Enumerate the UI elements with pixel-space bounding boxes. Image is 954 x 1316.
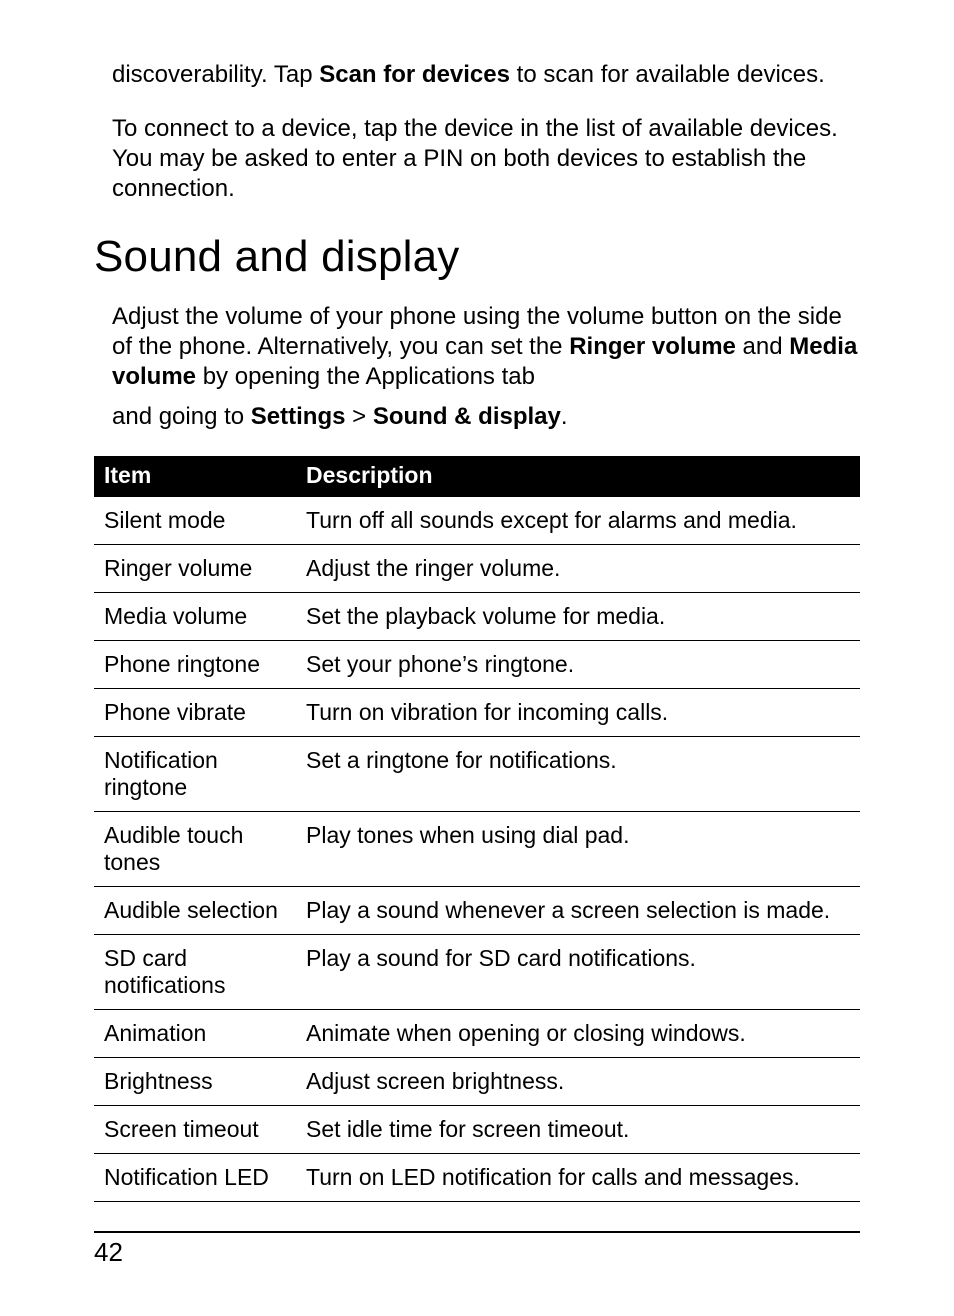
page-footer: 42 [94,1231,860,1268]
bold-ringer-volume: Ringer volume [569,333,736,360]
table-cell-description: Set idle time for screen timeout. [296,1106,860,1154]
table-cell-description: Play a sound whenever a screen selection… [296,887,860,935]
table-row: Ringer volumeAdjust the ringer volume. [94,545,860,593]
table-header-item: Item [94,456,296,497]
intro-paragraph-1: discoverability. Tap Scan for devices to… [112,60,860,90]
table-row: Phone ringtoneSet your phone’s ringtone. [94,641,860,689]
table-cell-description: Set a ringtone for notifications. [296,737,860,812]
table-row: Notification ringtoneSet a ringtone for … [94,737,860,812]
table-cell-item: Ringer volume [94,545,296,593]
table-cell-description: Animate when opening or closing windows. [296,1010,860,1058]
table-row: Notification LEDTurn on LED notification… [94,1154,860,1202]
text: to scan for available devices. [510,61,825,88]
table-cell-item: Silent mode [94,497,296,545]
table-row: Phone vibrateTurn on vibration for incom… [94,689,860,737]
table-cell-item: Phone vibrate [94,689,296,737]
table-cell-description: Turn off all sounds except for alarms an… [296,497,860,545]
table-header-row: Item Description [94,456,860,497]
table-cell-item: Audible touch tones [94,812,296,887]
bold-scan-for-devices: Scan for devices [319,61,510,88]
table-row: Audible touch tonesPlay tones when using… [94,812,860,887]
bold-sound-and-display: Sound & display [373,403,561,430]
table-row: AnimationAnimate when opening or closing… [94,1010,860,1058]
text: and [736,333,789,360]
intro-paragraph-2: To connect to a device, tap the device i… [112,114,860,204]
text: by opening the Applications tab [196,363,535,390]
table-cell-item: Audible selection [94,887,296,935]
table-cell-item: Notification ringtone [94,737,296,812]
table-cell-item: Screen timeout [94,1106,296,1154]
table-cell-description: Adjust the ringer volume. [296,545,860,593]
table-cell-item: Animation [94,1010,296,1058]
section-heading-sound-and-display: Sound and display [94,232,860,282]
table-row: SD card notificationsPlay a sound for SD… [94,935,860,1010]
table-row: Media volumeSet the playback volume for … [94,593,860,641]
table-cell-description: Set the playback volume for media. [296,593,860,641]
table-cell-description: Turn on vibration for incoming calls. [296,689,860,737]
text: . [561,403,568,430]
table-row: Silent modeTurn off all sounds except fo… [94,497,860,545]
text: discoverability. Tap [112,61,319,88]
page-number: 42 [94,1237,860,1268]
table-cell-description: Set your phone’s ringtone. [296,641,860,689]
table-cell-description: Turn on LED notification for calls and m… [296,1154,860,1202]
table-row: Screen timeoutSet idle time for screen t… [94,1106,860,1154]
footer-rule [94,1231,860,1233]
text: > [345,403,372,430]
table-cell-description: Play a sound for SD card notifications. [296,935,860,1010]
table-row: BrightnessAdjust screen brightness. [94,1058,860,1106]
table-cell-item: Phone ringtone [94,641,296,689]
page: discoverability. Tap Scan for devices to… [0,0,954,1316]
table-cell-description: Adjust screen brightness. [296,1058,860,1106]
table-cell-item: Notification LED [94,1154,296,1202]
body-paragraph-2: and going to Settings > Sound & display. [112,402,860,432]
text: and going to [112,403,251,430]
settings-table: Item Description Silent modeTurn off all… [94,456,860,1202]
table-cell-item: SD card notifications [94,935,296,1010]
table-cell-description: Play tones when using dial pad. [296,812,860,887]
table-cell-item: Media volume [94,593,296,641]
body-paragraph-1: Adjust the volume of your phone using th… [112,302,860,392]
bold-settings: Settings [251,403,346,430]
table-header-description: Description [296,456,860,497]
table-cell-item: Brightness [94,1058,296,1106]
table-row: Audible selectionPlay a sound whenever a… [94,887,860,935]
